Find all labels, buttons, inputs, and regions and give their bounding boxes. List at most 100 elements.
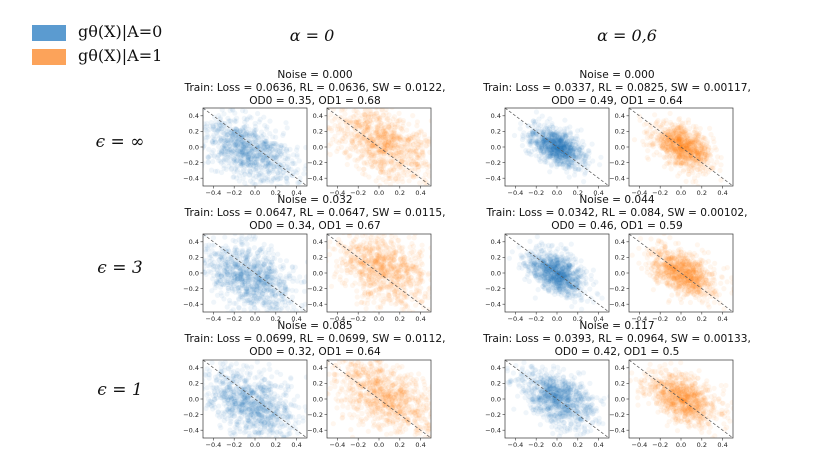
- scatter-point: [548, 129, 554, 135]
- scatter-point: [207, 123, 213, 129]
- scatter-point: [243, 162, 250, 168]
- scatter-point: [579, 145, 585, 151]
- scatter-point: [401, 151, 407, 157]
- scatter-point: [559, 148, 565, 154]
- scatter-point: [264, 143, 271, 149]
- scatter-point: [349, 131, 355, 137]
- scatter-point: [241, 144, 247, 150]
- scatter-point: [361, 112, 367, 118]
- scatter-point: [352, 127, 358, 133]
- scatter-point: [691, 148, 697, 154]
- scatter-point: [687, 148, 693, 154]
- scatter-point: [675, 160, 681, 166]
- scatter-point: [556, 140, 562, 146]
- scatter-point: [268, 154, 274, 160]
- scatter-point: [277, 272, 283, 278]
- scatter-point: [688, 153, 694, 159]
- scatter-point: [239, 142, 245, 148]
- scatter-point: [380, 145, 387, 151]
- scatter-point: [550, 137, 556, 144]
- x-tick-label: 0.4: [717, 189, 727, 197]
- scatter-point: [557, 134, 563, 141]
- scatter-point: [222, 151, 228, 157]
- scatter-point: [232, 142, 238, 148]
- scatter-point: [540, 139, 546, 145]
- scatter-point: [557, 151, 563, 157]
- scatter-point: [228, 308, 234, 312]
- scatter-point: [688, 144, 694, 150]
- scatter-point: [380, 157, 386, 163]
- scatter-point: [559, 150, 565, 156]
- scatter-point: [547, 144, 553, 150]
- y-tick-label: 0.2: [189, 254, 199, 262]
- scatter-point: [551, 146, 557, 153]
- scatter-point: [366, 149, 372, 155]
- train-text: Train: Loss = 0.0393, RL = 0.0964, SW = …: [483, 333, 751, 345]
- scatter-point: [370, 143, 376, 149]
- scatter-point: [302, 166, 307, 172]
- scatter-point: [517, 126, 523, 132]
- scatter-point: [386, 175, 392, 181]
- scatter-point: [683, 138, 689, 144]
- scatter-point: [665, 136, 671, 142]
- scatter-point: [265, 158, 271, 164]
- scatter-point: [544, 128, 551, 134]
- scatter-point: [538, 138, 545, 144]
- scatter-point: [555, 135, 561, 141]
- scatter-point: [696, 152, 702, 158]
- scatter-point: [278, 153, 284, 159]
- scatter-point: [377, 159, 383, 165]
- scatter-point: [378, 141, 385, 147]
- scatter-point: [687, 141, 694, 147]
- scatter-point: [529, 131, 536, 137]
- scatter-point: [710, 135, 716, 141]
- scatter-point: [388, 148, 395, 154]
- panel-header: Noise = 0.000 Train: Loss = 0.0636, RL =…: [150, 69, 480, 108]
- scatter-point: [555, 131, 561, 137]
- scatter-point: [380, 145, 386, 151]
- scatter-point: [270, 163, 276, 170]
- scatter-point: [678, 136, 684, 142]
- scatter-point: [267, 145, 273, 151]
- scatter-point: [376, 155, 382, 161]
- scatter-point: [549, 130, 555, 136]
- scatter-point: [336, 140, 342, 146]
- scatter-point: [343, 222, 348, 227]
- scatter-point: [267, 262, 273, 268]
- scatter-point: [561, 161, 567, 167]
- scatter-point: [561, 159, 567, 165]
- scatter-point: [431, 148, 436, 153]
- scatter-point: [219, 125, 225, 131]
- scatter-point: [534, 139, 540, 145]
- scatter-point: [382, 143, 388, 150]
- scatter-point: [550, 137, 556, 143]
- scatter-point: [237, 160, 243, 166]
- scatter-point: [545, 155, 551, 161]
- scatter-point: [240, 146, 246, 152]
- scatter-point: [671, 151, 678, 157]
- scatter-point: [330, 136, 336, 142]
- scatter-point: [549, 139, 555, 145]
- scatter-point: [216, 113, 222, 119]
- scatter-point: [240, 175, 246, 181]
- scatter-point: [370, 163, 376, 169]
- scatter-point: [547, 146, 554, 152]
- scatter-point: [714, 159, 720, 165]
- scatter-point: [542, 144, 549, 150]
- scatter-point: [242, 108, 249, 115]
- scatter-point: [275, 148, 281, 154]
- scatter-point: [388, 134, 394, 140]
- scatter-point: [284, 180, 291, 186]
- scatter-point: [567, 141, 573, 147]
- scatter-point: [543, 142, 549, 148]
- scatter-point: [702, 149, 708, 155]
- scatter-point: [282, 151, 288, 157]
- scatter-point: [388, 126, 394, 132]
- scatter-point: [239, 282, 245, 288]
- scatter-point: [682, 138, 688, 145]
- scatter-point: [547, 116, 553, 122]
- scatter-point: [387, 182, 393, 186]
- scatter-point: [257, 172, 263, 178]
- scatter-point: [255, 142, 261, 148]
- scatter-point: [238, 158, 244, 165]
